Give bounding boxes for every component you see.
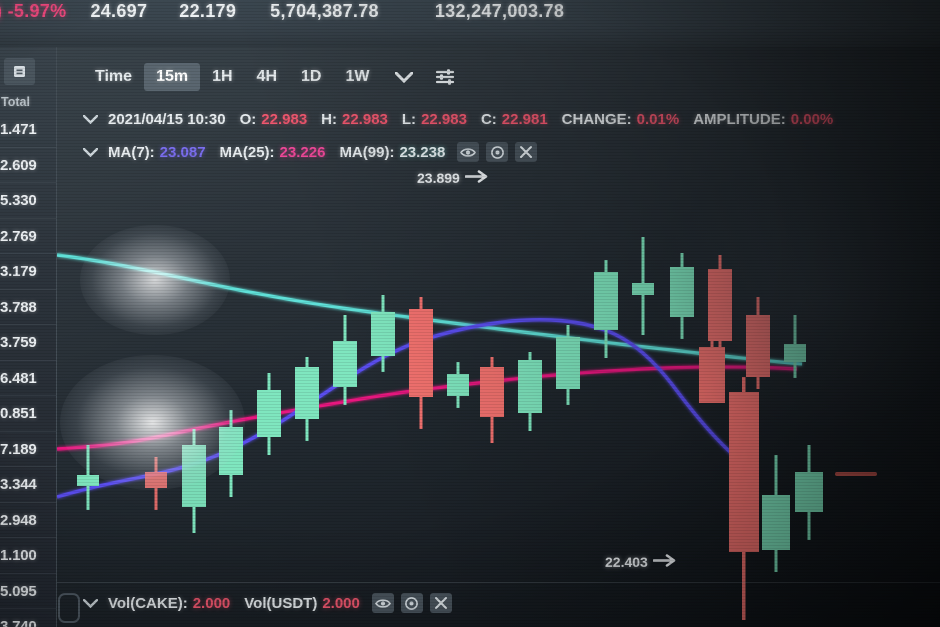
ticker-high: 24.697: [90, 1, 148, 21]
candle[interactable]: [409, 297, 433, 429]
candlestick-chart[interactable]: [57, 47, 940, 627]
ohlc-close-label: C:: [480, 111, 497, 128]
ohlc-high-label: H:: [321, 111, 337, 128]
timeframe-toolbar[interactable]: Time 15m 1H 4H 1D 1W: [57, 47, 940, 107]
ohlc-high-value: 22.983: [342, 111, 388, 128]
chevron-down-icon[interactable]: [83, 115, 98, 124]
candle[interactable]: [670, 253, 694, 339]
market-ticker-bar: ) -5.97% 24.697 22.179 5,704,387.78 132,…: [0, 0, 940, 47]
volume-divider: [57, 582, 940, 583]
ticker-change-percent: ) -5.97%: [0, 1, 67, 21]
ohlc-legend[interactable]: 2021/04/15 10:30 O: 22.983 H: 22.983 L: …: [83, 111, 838, 128]
candle[interactable]: [182, 429, 206, 533]
orderbook-row[interactable]: 3.740: [0, 609, 56, 627]
ticker-values: ) -5.97% 24.697 22.179 5,704,387.78 132,…: [0, 0, 564, 22]
timeframe-1d[interactable]: 1D: [301, 68, 322, 85]
ohlc-datetime: 2021/04/15 10:30: [108, 111, 226, 128]
high-price-annotation: 23.899: [417, 170, 491, 186]
chart-settings-sliders-icon[interactable]: [427, 68, 463, 86]
orderbook-row[interactable]: 3.788: [0, 290, 56, 325]
chevron-down-icon[interactable]: [381, 71, 427, 83]
candle[interactable]: [518, 352, 542, 431]
ma99-label: MA(99):: [339, 143, 395, 161]
ohlc-close-value: 22.981: [501, 111, 548, 128]
ohlc-change-label: CHANGE:: [561, 111, 632, 128]
orderbook-layout-icon[interactable]: [4, 58, 35, 85]
candle[interactable]: [632, 237, 654, 335]
ticker-volume-base: 5,704,387.78: [270, 1, 379, 21]
vol-base-value: 2.000: [192, 594, 231, 612]
orderbook-total-list[interactable]: 1.471 2.609 5.330 2.769 3.179 3.788 3.75…: [0, 112, 56, 627]
orderbook-row[interactable]: 1.100: [0, 538, 56, 574]
ma-legend[interactable]: MA(7): 23.087 MA(25): 23.226 MA(99): 23.…: [83, 142, 538, 162]
candle[interactable]: [257, 373, 281, 455]
ohlc-open-value: 22.983: [261, 111, 308, 128]
ohlc-amplitude-value: 0.00%: [790, 111, 834, 128]
candle[interactable]: [556, 325, 580, 405]
ohlc-low-label: L:: [401, 111, 417, 128]
orderbook-row[interactable]: 6.481: [0, 361, 56, 396]
orderbook-row[interactable]: 0.851: [0, 396, 56, 432]
orderbook-panel[interactable]: Total 1.471 2.609 5.330 2.769 3.179 3.78…: [0, 47, 57, 627]
vol-quote-value: 2.000: [322, 594, 360, 612]
candle[interactable]: [145, 457, 167, 510]
candle[interactable]: [447, 362, 469, 408]
close-x-icon[interactable]: [515, 142, 538, 162]
indicator-settings-icon[interactable]: [400, 593, 423, 613]
close-x-icon[interactable]: [429, 593, 452, 613]
low-price-annotation: 22.403: [605, 554, 679, 570]
orderbook-row[interactable]: 5.330: [0, 183, 56, 219]
vol-quote-label: Vol(USDT): [244, 594, 318, 612]
ma25-label: MA(25):: [219, 143, 275, 161]
candle[interactable]: [729, 377, 759, 620]
indicator-settings-icon[interactable]: [486, 142, 509, 162]
timeframe-1h[interactable]: 1H: [212, 68, 233, 85]
ohlc-open-label: O:: [239, 111, 257, 128]
orderbook-row[interactable]: 2.609: [0, 148, 56, 183]
high-price-value: 23.899: [417, 170, 460, 186]
orderbook-row[interactable]: 3.179: [0, 254, 56, 290]
orderbook-row[interactable]: 2.769: [0, 219, 56, 254]
candle[interactable]: [480, 357, 504, 443]
vol-base-label: Vol(CAKE):: [108, 594, 188, 612]
arrow-right-icon: [652, 554, 679, 570]
ma7-value: 23.087: [159, 143, 206, 161]
orderbook-row[interactable]: 3.759: [0, 325, 56, 361]
chevron-down-icon[interactable]: [83, 147, 98, 157]
candle[interactable]: [77, 445, 99, 510]
orderbook-row[interactable]: 3.344: [0, 467, 56, 503]
timeframe-1w[interactable]: 1W: [345, 68, 370, 85]
orderbook-total-header: Total: [1, 95, 30, 109]
ohlc-low-value: 22.983: [421, 111, 467, 128]
candle[interactable]: [762, 455, 790, 572]
low-price-value: 22.403: [605, 554, 648, 570]
orderbook-row[interactable]: 7.189: [0, 432, 56, 467]
ma25-value: 23.226: [279, 143, 326, 161]
eye-visibility-icon[interactable]: [371, 593, 394, 613]
chevron-down-icon[interactable]: [83, 598, 98, 608]
ohlc-change-value: 0.01%: [636, 111, 680, 128]
orderbook-row[interactable]: 2.948: [0, 503, 56, 538]
ticker-low: 22.179: [179, 1, 237, 21]
ticker-volume-quote: 132,247,003.78: [434, 1, 565, 21]
chart-panel[interactable]: Time 15m 1H 4H 1D 1W: [57, 47, 940, 627]
current-price-marker: [835, 472, 877, 476]
ma99-value: 23.238: [399, 143, 446, 161]
orderbook-row[interactable]: 1.471: [0, 112, 56, 148]
timeframe-15m[interactable]: 15m: [144, 63, 201, 91]
timeframe-4h[interactable]: 4H: [256, 68, 277, 85]
candle[interactable]: [746, 297, 770, 389]
volume-legend[interactable]: Vol(CAKE): 2.000 Vol(USDT) 2.000: [83, 593, 452, 613]
eye-visibility-icon[interactable]: [457, 142, 480, 162]
mobile-device-icon[interactable]: [58, 593, 80, 623]
ma7-label: MA(7):: [108, 143, 155, 161]
candle[interactable]: [795, 445, 823, 540]
arrow-right-icon: [464, 170, 491, 186]
candle[interactable]: [333, 315, 357, 405]
toolbar-time-label[interactable]: Time: [95, 68, 133, 85]
ohlc-amplitude-label: AMPLITUDE:: [693, 111, 786, 128]
candle[interactable]: [295, 357, 319, 441]
orderbook-row[interactable]: 5.095: [0, 574, 56, 609]
